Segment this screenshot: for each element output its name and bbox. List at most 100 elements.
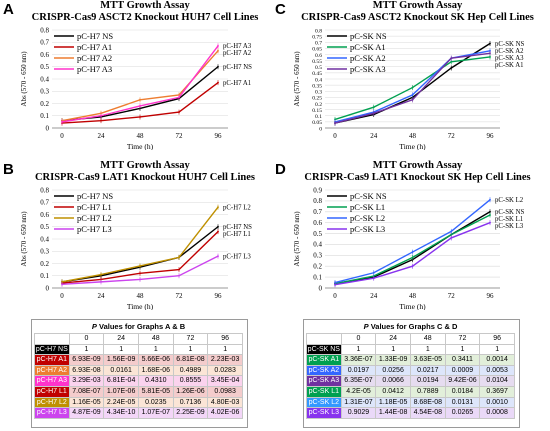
p-value-cell: 2.25E-09 <box>172 407 209 419</box>
chart-subtitle: CRISPR-Cas9 LAT1 Knockout SK Hep Cell Li… <box>304 172 531 183</box>
table-row: pC-H7 A3 3.29E-03 6.81E-04 0.4310 0.8555 3.45… <box>34 375 243 387</box>
x-tick-label: 0 <box>333 132 337 140</box>
legend-label: pC-H7 NS <box>77 191 113 201</box>
x-tick-label: 24 <box>370 132 378 140</box>
x-tick-label: 48 <box>409 132 417 140</box>
p-value-cell: 2.23E-03 <box>207 354 243 366</box>
data-point <box>489 42 491 45</box>
y-tick-label: 0.25 <box>312 96 322 102</box>
p-values-table-cd: P Values for Graphs C & D 0 24 48 72 96 pC-SK … <box>306 321 515 419</box>
y-tick-label: 0.2 <box>40 100 49 108</box>
data-point <box>178 256 180 259</box>
p-value-cell: 6.81E-04 <box>103 375 139 387</box>
series-end-label: pC-SK L2 <box>495 197 524 204</box>
p-value-cell: 3.63E-05 <box>409 354 446 366</box>
growth-chart-c: 00.050.10.150.20.250.30.350.40.450.50.55… <box>293 28 524 150</box>
table-row: pC-SK A3 6.35E-07 0.0066 0.0194 9.42E-06 0.01… <box>306 375 515 387</box>
p-value-cell: 1.68E-06 <box>137 364 174 377</box>
data-point <box>100 273 102 276</box>
chart-title: MTT Growth Assay <box>100 160 190 171</box>
legend-label: pC-SK L1 <box>350 202 385 212</box>
row-label: pC-H7 A1 <box>34 354 70 366</box>
p-value-cell: 1 <box>479 343 515 356</box>
y-tick-label: 0.7 <box>40 39 49 47</box>
chart-title: MTT Growth Assay <box>372 160 463 171</box>
data-point <box>411 94 414 96</box>
p-value-cell: 0.0066 <box>375 375 411 387</box>
data-point <box>178 274 180 277</box>
table-row: pC-SK A2 0.0197 0.0256 0.0217 0.0009 0.0053 <box>306 364 515 377</box>
p-value-cell: 0.9029 <box>340 407 377 419</box>
p-value-cell: 3.29E-03 <box>68 375 105 387</box>
y-tick-label: 0.2 <box>315 102 322 108</box>
data-point <box>217 206 219 209</box>
panel-letter: D <box>275 161 286 178</box>
chart-subtitle: CRISPR-Cas9 ASCT2 Knockout SK Hep Cell L… <box>301 12 534 23</box>
x-tick-label: 24 <box>370 292 378 300</box>
x-tick-label: 24 <box>98 132 106 140</box>
data-point <box>139 98 141 101</box>
y-tick-label: 0.1 <box>315 114 322 120</box>
series-end-label: pC-SK L1 <box>495 216 523 223</box>
table-caption: P Values for Graphs A & B <box>35 321 243 334</box>
x-tick-label: 0 <box>333 292 337 300</box>
data-point <box>372 106 375 109</box>
chart-subtitle: CRISPR-Cas9 ASCT2 Knockout HUH7 Cell Lin… <box>31 12 259 23</box>
data-point <box>61 120 63 123</box>
p-value-cell: 7.08E-07 <box>68 385 105 398</box>
series-end-label: pC-H7 A2 <box>223 50 252 57</box>
x-tick-label: 72 <box>176 292 184 300</box>
x-tick-label: 0 <box>60 292 64 300</box>
data-point <box>100 280 102 283</box>
data-point <box>450 67 453 69</box>
p-value-cell: 0.0983 <box>207 385 243 398</box>
y-tick-label: 0.35 <box>312 83 322 89</box>
y-tick-label: 0.6 <box>315 53 322 59</box>
y-tick-label: 0.75 <box>312 34 322 40</box>
table-row: pC-H7 L2 1.16E-05 2.24E-05 0.0235 0.7136 4.80… <box>34 396 243 409</box>
series-end-label: pC-SK NS <box>495 209 524 216</box>
data-point <box>217 225 219 228</box>
y-tick-label: 0.1 <box>40 272 49 280</box>
caption-p: P <box>363 322 369 331</box>
series-end-label: pC-H7 NS <box>223 64 252 71</box>
series-end-label: pC-SK A1 <box>495 62 524 69</box>
p-value-cell: 0.0014 <box>479 354 515 366</box>
data-point <box>139 116 141 118</box>
x-axis-label: Time (h) <box>127 302 154 310</box>
column-header: 24 <box>375 333 411 345</box>
p-value-cell: 3.36E-07 <box>340 354 377 366</box>
y-tick-label: 0.1 <box>40 112 49 120</box>
p-value-cell: 0.0197 <box>340 364 377 377</box>
y-tick-label: 0.4 <box>313 241 322 249</box>
y-tick-label: 0 <box>46 284 50 292</box>
data-point <box>61 283 63 286</box>
caption-p: P <box>91 322 97 331</box>
p-value-cell: 1.33E-09 <box>375 354 411 366</box>
y-tick-label: 0.3 <box>40 248 49 256</box>
column-header: 96 <box>207 333 243 345</box>
p-value-cell: 0.3697 <box>479 385 515 398</box>
legend-label: pC-SK A2 <box>350 53 386 63</box>
p-value-cell: 1 <box>375 343 411 356</box>
x-tick-label: 48 <box>137 132 145 140</box>
x-tick-label: 0 <box>60 132 64 140</box>
row-label: pC-H7 A2 <box>34 364 70 377</box>
legend-label: pC-H7 L3 <box>77 224 112 234</box>
p-value-cell: 1 <box>172 343 209 356</box>
caption-text: Values for Graphs C & D <box>368 322 458 331</box>
p-value-cell: 0.0256 <box>375 364 411 377</box>
data-point <box>178 111 180 113</box>
data-point <box>334 283 336 286</box>
series-end-label: pC-H7 NS <box>223 224 252 231</box>
p-value-cell: 0.0217 <box>409 364 446 377</box>
p-value-cell: 0.8555 <box>172 375 209 387</box>
data-point <box>489 214 491 216</box>
data-point <box>450 60 453 63</box>
row-label: pC-SK A3 <box>306 375 342 387</box>
p-value-cell: 6.81E-08 <box>172 354 209 366</box>
p-value-cell: 0.0194 <box>409 375 446 387</box>
x-tick-label: 24 <box>98 292 106 300</box>
p-value-cell: 0.7889 <box>409 385 446 398</box>
chart-title: MTT Growth Assay <box>372 0 463 11</box>
